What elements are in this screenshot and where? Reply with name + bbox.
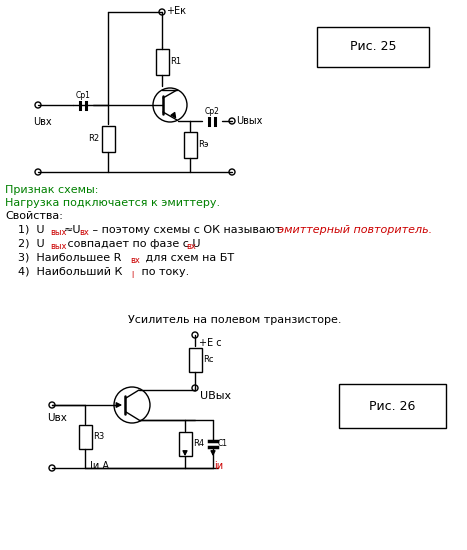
Text: Ср2: Ср2 (205, 107, 219, 116)
Circle shape (229, 169, 235, 175)
Text: – поэтому схемы с ОК называют: – поэтому схемы с ОК называют (89, 225, 285, 235)
Bar (156, 49, 169, 75)
Text: совпадает по фазе с U: совпадает по фазе с U (64, 239, 200, 249)
Circle shape (114, 387, 150, 423)
Text: R4: R4 (193, 439, 205, 448)
FancyBboxPatch shape (339, 384, 446, 428)
Circle shape (159, 9, 165, 15)
Text: UВых: UВых (200, 391, 231, 401)
Text: вых: вых (50, 242, 66, 251)
Text: R2: R2 (88, 134, 99, 143)
Text: Uвх: Uвх (47, 413, 67, 423)
Text: Рис. 26: Рис. 26 (369, 399, 415, 412)
Text: вых: вых (50, 228, 66, 237)
Text: Усилитель на полевом транзисторе.: Усилитель на полевом транзисторе. (128, 315, 342, 325)
Text: вх: вх (130, 256, 140, 265)
Text: С1: С1 (218, 439, 228, 448)
Bar (101, 125, 114, 151)
Text: iи: iи (214, 461, 223, 471)
Text: 4)  Наибольший К: 4) Наибольший К (18, 267, 122, 277)
Text: R3: R3 (93, 432, 105, 441)
Text: Uвых: Uвых (236, 116, 262, 126)
Circle shape (49, 465, 55, 471)
Text: +Ек: +Ек (166, 6, 186, 16)
Circle shape (35, 169, 41, 175)
Text: +Е с: +Е с (199, 338, 222, 348)
Circle shape (35, 102, 41, 108)
Bar (184, 131, 197, 157)
Bar (189, 348, 201, 372)
Text: Рис. 25: Рис. 25 (350, 41, 396, 53)
Text: 3)  Наибольшее R: 3) Наибольшее R (18, 253, 121, 263)
Text: R1: R1 (170, 58, 182, 67)
Text: Rэ: Rэ (198, 140, 209, 149)
Bar (178, 432, 191, 456)
Circle shape (229, 118, 235, 124)
Text: Uвх: Uвх (33, 117, 52, 127)
FancyBboxPatch shape (317, 27, 429, 67)
Circle shape (192, 385, 198, 391)
Text: Iи А: Iи А (90, 461, 109, 471)
Text: по току.: по току. (138, 267, 189, 277)
Text: Признак схемы:: Признак схемы: (5, 185, 99, 195)
Text: для схем на БТ: для схем на БТ (142, 253, 234, 263)
Bar (78, 425, 92, 448)
Text: 2)  U: 2) U (18, 239, 45, 249)
Text: ≈U: ≈U (64, 225, 82, 235)
Text: Свойства:: Свойства: (5, 211, 63, 221)
Text: 1)  U: 1) U (18, 225, 44, 235)
Text: Нагрузка подключается к эмиттеру.: Нагрузка подключается к эмиттеру. (5, 198, 220, 208)
Text: I: I (131, 271, 133, 280)
Circle shape (153, 88, 187, 122)
Circle shape (49, 402, 55, 408)
Text: вх: вх (79, 228, 89, 237)
Circle shape (192, 332, 198, 338)
Text: Ср1: Ср1 (76, 91, 91, 100)
Text: Rc: Rc (204, 355, 214, 365)
Text: эмиттерный повторитель.: эмиттерный повторитель. (278, 225, 432, 235)
Text: вх: вх (186, 242, 196, 251)
